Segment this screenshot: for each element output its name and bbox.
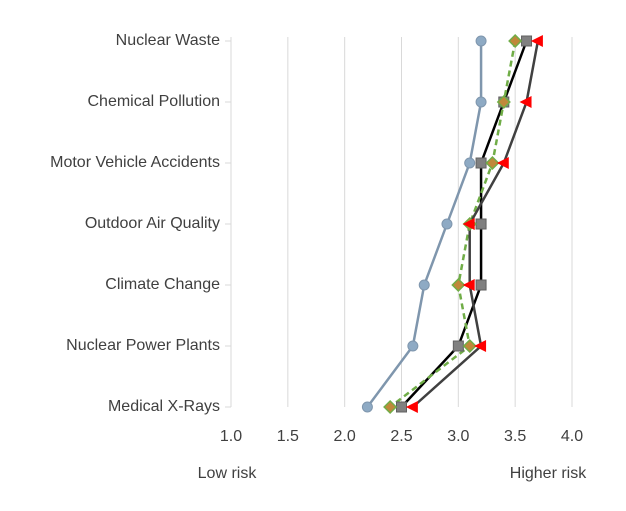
x-tick-label: 2.0 xyxy=(334,428,356,445)
x-tick-label: 1.5 xyxy=(277,428,299,445)
y-tick-label: Nuclear Waste xyxy=(116,32,220,49)
marker xyxy=(475,157,487,169)
marker xyxy=(451,277,466,293)
marker xyxy=(462,218,475,230)
marker xyxy=(519,96,532,108)
annotation: Low risk xyxy=(198,465,258,482)
marker xyxy=(462,338,477,354)
marker xyxy=(521,35,533,47)
marker xyxy=(396,401,407,413)
marker xyxy=(508,33,523,49)
y-tick-label: Medical X-Rays xyxy=(108,398,220,415)
marker xyxy=(475,35,487,47)
marker xyxy=(462,279,475,291)
marker xyxy=(475,279,487,291)
marker xyxy=(441,218,453,230)
marker xyxy=(464,157,476,169)
marker xyxy=(475,96,487,108)
marker xyxy=(475,218,487,230)
y-tick-label: Chemical Pollution xyxy=(87,93,220,110)
marker xyxy=(474,340,487,352)
x-tick-label: 3.0 xyxy=(447,428,469,445)
x-tick-label: 3.5 xyxy=(504,428,526,445)
marker xyxy=(405,401,418,413)
marker xyxy=(530,35,543,47)
x-tick-label: 1.0 xyxy=(220,428,242,445)
y-tick-label: Outdoor Air Quality xyxy=(85,215,220,232)
marker xyxy=(361,401,373,413)
marker xyxy=(383,399,398,415)
x-tick-label: 2.5 xyxy=(390,428,412,445)
annotation: Higher risk xyxy=(510,465,587,482)
x-tick-label: 4.0 xyxy=(561,428,583,445)
marker xyxy=(496,94,511,110)
y-tick-label: Motor Vehicle Accidents xyxy=(50,154,220,171)
marker xyxy=(418,279,430,291)
marker xyxy=(485,155,500,171)
marker xyxy=(496,157,509,169)
y-tick-label: Climate Change xyxy=(105,276,220,293)
marker xyxy=(452,340,464,352)
marker xyxy=(407,340,419,352)
y-tick-label: Nuclear Power Plants xyxy=(66,337,220,354)
